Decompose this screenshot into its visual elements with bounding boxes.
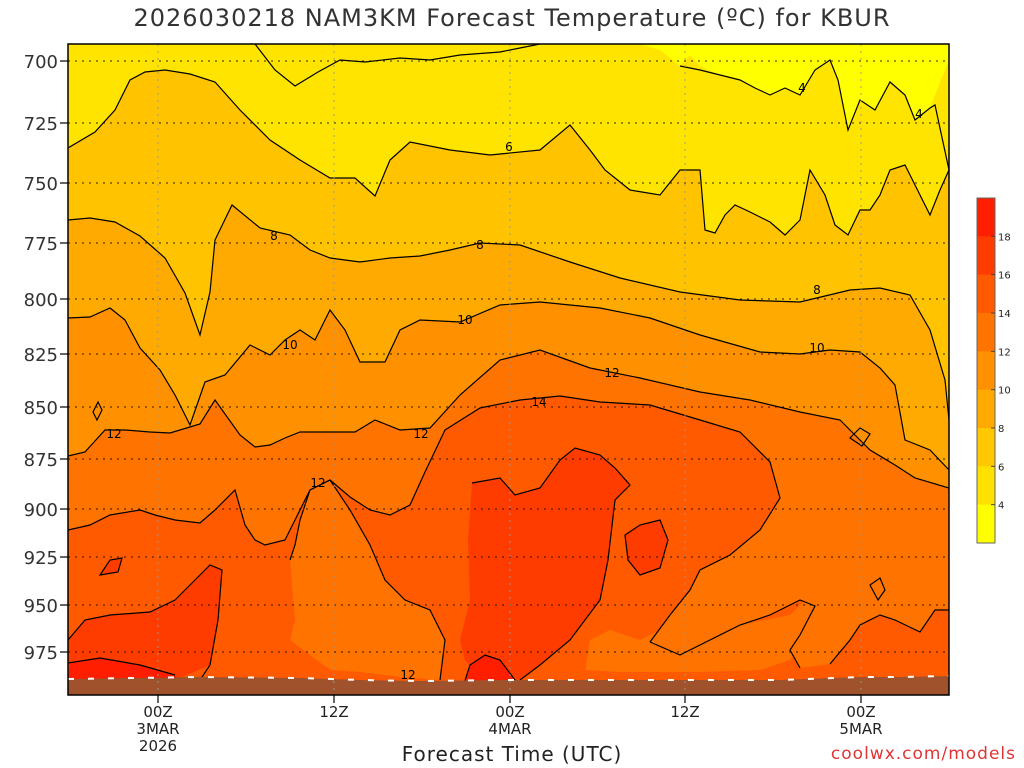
- x-tick-label: 4MAR: [488, 720, 531, 738]
- contour-label: 12: [106, 427, 121, 441]
- contour-label: 4: [798, 81, 806, 95]
- credit-text: coolwx.com/models: [830, 744, 1016, 764]
- y-tick-label: 700: [24, 52, 58, 73]
- contour-line-14-right: [649, 599, 816, 669]
- contour-label: 10: [282, 338, 297, 352]
- contour-label: 10: [809, 341, 824, 355]
- y-tick-label: 850: [24, 398, 58, 419]
- y-tick-label: 775: [24, 234, 58, 255]
- x-tick-label: 00Z: [495, 703, 524, 721]
- colorbar-label: 6: [998, 462, 1004, 473]
- colorbar-label: 14: [998, 309, 1011, 320]
- colorbar-swatch: [977, 198, 995, 237]
- y-axis: 700 725 750 775 800 825 850 875 900 925 950 975: [24, 52, 68, 664]
- contour-line-14: [68, 395, 781, 643]
- plot-frame: [67, 43, 950, 696]
- temp-band-16-18-d: [100, 558, 122, 575]
- colorbar-swatch: [977, 389, 995, 429]
- chart-title: 2026030218 NAM3KM Forecast Temperature (…: [133, 4, 891, 32]
- contour-label: 12: [400, 668, 415, 682]
- colorbar-label: 18: [998, 232, 1011, 243]
- temp-band-12-14-pocket-a: [290, 480, 445, 680]
- colorbar-swatch: [977, 504, 995, 544]
- contour-label: 10: [457, 313, 472, 327]
- colorbar-frame: [976, 197, 996, 544]
- contour-label: 12: [310, 476, 325, 490]
- x-tick-label: 3MAR: [136, 720, 179, 738]
- colorbar: 4 6 8 10 12 14 16 18: [976, 197, 1011, 544]
- colorbar-label: 16: [998, 271, 1011, 282]
- contour-line-small-a: [869, 577, 886, 602]
- colorbar-swatch: [977, 466, 995, 506]
- contour-line-10: [68, 301, 949, 471]
- y-tick-label: 875: [24, 450, 58, 471]
- y-tick-label: 750: [24, 174, 58, 195]
- contour-line-14-right-b: [829, 609, 949, 665]
- contour-line-16-tiny: [98, 557, 123, 576]
- contour-line-18-left: [68, 657, 176, 676]
- temp-band-12-14-pocket-b: [585, 600, 815, 672]
- y-tick-label: 900: [24, 500, 58, 521]
- y-tick-label: 725: [24, 114, 58, 135]
- temp-band-yellow-4: [540, 44, 949, 130]
- contour-label: 14: [531, 395, 546, 409]
- plot-area: 4 4 6 8 8 8 10 10 10 12 12 12 12 12 14: [68, 44, 949, 695]
- x-axis-title: Forecast Time (UTC): [401, 742, 623, 766]
- colorbar-swatch: [977, 236, 995, 276]
- ground-snow-edge: [68, 675, 949, 683]
- contour-line-8: [68, 204, 949, 421]
- temp-band-16-18: [460, 448, 630, 680]
- contour-label: 6: [505, 140, 513, 154]
- contour-line-6: [68, 69, 949, 236]
- y-tick-label: 800: [24, 290, 58, 311]
- contour-line-16: [471, 447, 631, 681]
- colorbar-label: 4: [998, 501, 1004, 512]
- contour-line-12-pocket: [289, 479, 446, 681]
- y-tick-label: 975: [24, 643, 58, 664]
- contour-line-16-small: [624, 519, 669, 576]
- contour-line-12: [68, 349, 949, 489]
- contour-label: 8: [813, 283, 821, 297]
- colorbar-label: 12: [998, 347, 1011, 358]
- colorbar-swatch: [977, 274, 995, 314]
- x-tick-label: 12Z: [319, 703, 348, 721]
- x-tick-label: 5MAR: [839, 720, 882, 738]
- contour-line-small-b: [849, 427, 871, 447]
- contour-label: 8: [476, 238, 484, 252]
- y-tick-label: 950: [24, 596, 58, 617]
- contour-line-4: [254, 44, 541, 87]
- contour-line-4b: [679, 59, 949, 171]
- contour-line-small-c: [92, 400, 103, 422]
- contour-label: 4: [915, 107, 923, 121]
- colorbar-swatch: [977, 313, 995, 352]
- x-tick-label: 2026: [139, 737, 177, 755]
- x-tick-label: 00Z: [143, 703, 172, 721]
- contour-label: 12: [413, 427, 428, 441]
- colorbar-swatch: [977, 428, 995, 467]
- x-tick-label: 12Z: [670, 703, 699, 721]
- contour-labels: 4 4 6 8 8 8 10 10 10 12 12 12 12 12 14: [106, 81, 922, 682]
- temp-band-16-18-b: [625, 520, 668, 575]
- y-tick-label: 925: [24, 548, 58, 569]
- contour-line-18-mid: [461, 654, 516, 691]
- colorbar-label: 8: [998, 424, 1004, 435]
- colorbar-swatch: [977, 351, 995, 391]
- contour-label: 12: [604, 366, 619, 380]
- colorbar-label: 10: [998, 386, 1011, 397]
- y-tick-label: 825: [24, 345, 58, 366]
- contour-line-16-left: [68, 564, 223, 681]
- contour-label: 8: [270, 229, 278, 243]
- temp-band-16-18-c: [68, 565, 222, 680]
- x-tick-label: 00Z: [846, 703, 875, 721]
